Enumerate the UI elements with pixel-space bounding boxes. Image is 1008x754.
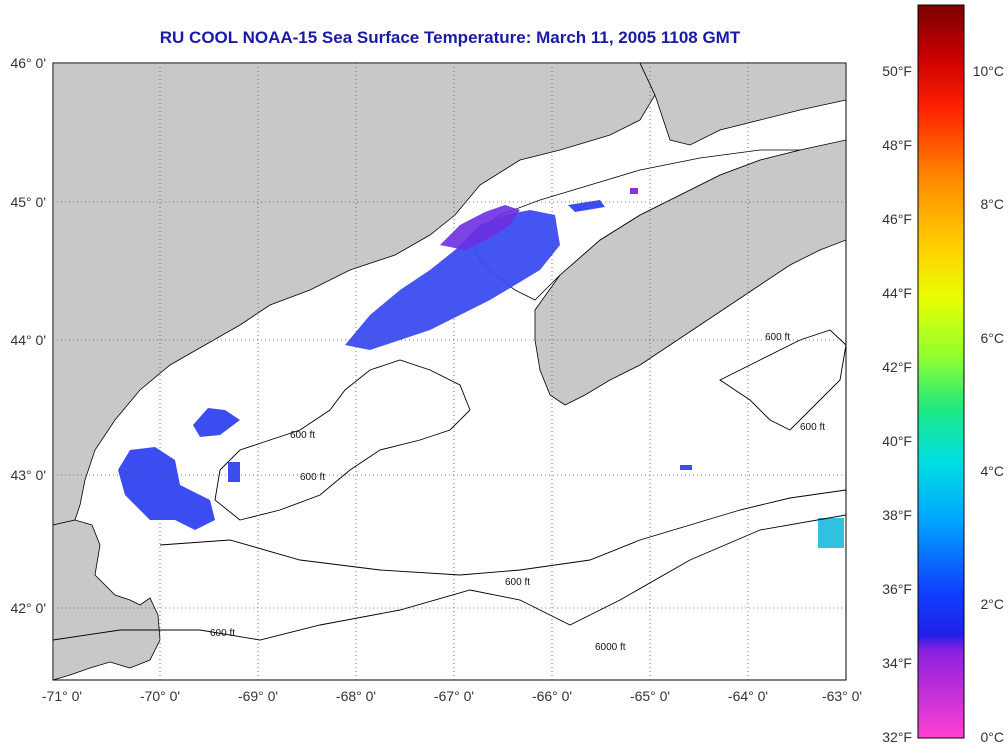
lon-tick-label: -67° 0' bbox=[434, 688, 474, 704]
contour-line-scotian bbox=[719, 329, 846, 431]
cbar-f-label: 40°F bbox=[882, 433, 912, 449]
cbar-f-label: 32°F bbox=[882, 729, 912, 745]
cbar-f-label: 42°F bbox=[882, 359, 912, 375]
sst-patch-georges-west bbox=[118, 447, 215, 530]
land-maine-newbrunswick bbox=[53, 63, 656, 526]
lon-tick-label: -70° 0' bbox=[140, 688, 180, 704]
cbar-c-label: 10°C bbox=[973, 63, 1004, 79]
cbar-f-label: 38°F bbox=[882, 507, 912, 523]
cbar-f-label: 34°F bbox=[882, 655, 912, 671]
colorbar-celsius: 10°C 8°C 6°C 4°C 2°C 0°C bbox=[973, 63, 1004, 745]
lat-tick-label: 42° 0' bbox=[10, 600, 46, 616]
lat-tick-label: 46° 0' bbox=[10, 55, 46, 71]
contour-label-6: 600 ft bbox=[210, 628, 235, 639]
cbar-f-label: 46°F bbox=[882, 211, 912, 227]
sst-patch-speck-1 bbox=[228, 462, 240, 482]
graticule bbox=[53, 63, 846, 680]
contour-line-gulf bbox=[214, 359, 471, 521]
cbar-f-label: 44°F bbox=[882, 285, 912, 301]
cbar-c-label: 4°C bbox=[981, 463, 1005, 479]
sst-patch-small-east bbox=[568, 200, 605, 212]
cbar-f-label: 36°F bbox=[882, 581, 912, 597]
lat-tick-label: 43° 0' bbox=[10, 467, 46, 483]
sst-patch-speck-2 bbox=[680, 465, 692, 470]
contour-label-3: 600 ft bbox=[505, 577, 530, 588]
land-massachusetts bbox=[53, 519, 161, 680]
contour-label-7: 6000 ft bbox=[595, 642, 626, 653]
bay-of-fundy bbox=[469, 149, 801, 301]
lon-tick-label: -71° 0' bbox=[42, 688, 82, 704]
colorbar bbox=[917, 4, 965, 739]
cbar-c-label: 2°C bbox=[981, 596, 1005, 612]
lon-tick-label: -63° 0' bbox=[822, 688, 862, 704]
contour-label-2: 600 ft bbox=[300, 472, 325, 483]
cbar-c-label: 0°C bbox=[981, 729, 1005, 745]
sst-patch-mid bbox=[193, 408, 240, 437]
sst-patch-speck-3 bbox=[818, 518, 844, 548]
lon-tick-label: -64° 0' bbox=[728, 688, 768, 704]
cbar-f-label: 48°F bbox=[882, 137, 912, 153]
contour-line-deep bbox=[53, 514, 846, 641]
lat-tick-label: 44° 0' bbox=[10, 332, 46, 348]
cbar-c-label: 8°C bbox=[981, 196, 1005, 212]
sst-patch-purple bbox=[440, 205, 520, 250]
contour-label-1: 600 ft bbox=[290, 430, 315, 441]
sst-patch-speck-4 bbox=[630, 188, 638, 194]
lat-tick-label: 45° 0' bbox=[10, 194, 46, 210]
land-northeast bbox=[639, 63, 846, 146]
colorbar-fahrenheit: 50°F 48°F 46°F 44°F 42°F 40°F 38°F 36°F … bbox=[882, 63, 912, 745]
lon-tick-label: -68° 0' bbox=[336, 688, 376, 704]
map-title: RU COOL NOAA-15 Sea Surface Temperature:… bbox=[159, 28, 741, 47]
cbar-f-label: 50°F bbox=[882, 63, 912, 79]
contour-label-4: 600 ft bbox=[765, 332, 790, 343]
lon-tick-label: -65° 0' bbox=[630, 688, 670, 704]
sst-patch-coastal-maine bbox=[345, 210, 560, 350]
cbar-c-label: 6°C bbox=[981, 330, 1005, 346]
lat-axis: 46° 0' 45° 0' 44° 0' 43° 0' 42° 0' bbox=[10, 55, 46, 616]
contour-label-5: 600 ft bbox=[800, 422, 825, 433]
lon-tick-label: -69° 0' bbox=[238, 688, 278, 704]
lon-tick-label: -66° 0' bbox=[532, 688, 572, 704]
lon-axis: -71° 0' -70° 0' -69° 0' -68° 0' -67° 0' … bbox=[42, 688, 862, 704]
